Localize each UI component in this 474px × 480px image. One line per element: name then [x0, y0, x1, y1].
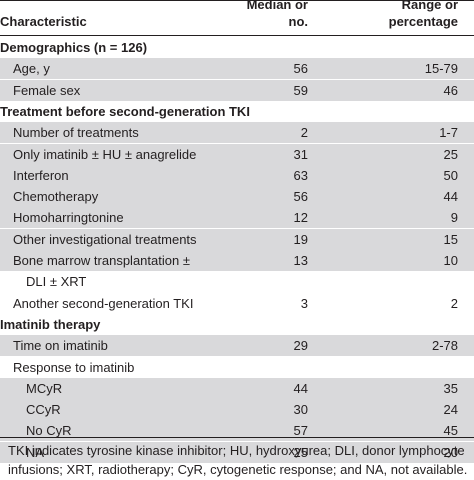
table-row: Age, y 56 15-79: [0, 58, 474, 80]
table-row: Other investigational treatments 19 15: [0, 228, 474, 250]
footnote-line-2: infusions; XRT, radiotherapy; CyR, cytog…: [8, 462, 468, 477]
median-value: 30: [293, 402, 308, 418]
range-value: 10: [443, 253, 458, 268]
header-median-line1: Median or: [246, 0, 308, 12]
table-row: Bone marrow transplantation ± 13 10: [0, 250, 474, 271]
row-label: DLI ± XRT: [26, 274, 87, 290]
range-value: 24: [443, 402, 458, 418]
row-label: CCyR: [26, 402, 61, 418]
header-median-line2: no.: [288, 14, 309, 29]
row-label: Treatment before second-generation TKI: [0, 103, 250, 119]
median-value: 19: [293, 231, 308, 247]
row-label: Time on imatinib: [13, 338, 108, 354]
median-value: 29: [293, 338, 308, 354]
row-label: Homoharringtonine: [13, 210, 124, 226]
range-value: 2-78: [431, 338, 458, 354]
table-row: Homoharringtonine 12 9: [0, 207, 474, 229]
row-label: Female sex: [13, 82, 81, 98]
header-range-line1: Range or: [401, 0, 458, 12]
range-value: 46: [443, 82, 458, 98]
median-value: 12: [293, 210, 308, 226]
row-label: Another second-generation TKI: [13, 295, 194, 311]
row-label: Age, y: [13, 61, 50, 77]
range-value: 15-79: [424, 61, 458, 77]
median-value: 44: [293, 380, 308, 396]
table-row: Time on imatinib 29 2-78: [0, 335, 474, 357]
range-value: 1-7: [439, 125, 458, 141]
table-row: Chemotherapy 56 44: [0, 186, 474, 208]
range-value: 50: [443, 167, 458, 183]
row-label: NA: [26, 444, 45, 460]
table-row: NA 25 20: [0, 441, 474, 463]
table-row: Female sex 59 46: [0, 79, 474, 101]
row-label: Other investigational treatments: [13, 231, 197, 247]
table-row: Interferon 63 50: [0, 164, 474, 186]
header-characteristic: Characteristic: [0, 14, 87, 29]
table-section-heading: Treatment before second-generation TKI: [0, 101, 474, 122]
median-value: 56: [293, 61, 308, 77]
table-row: No CyR 57 45: [0, 420, 474, 442]
table-row: Response to imatinib: [0, 357, 474, 378]
table-section-heading: Imatinib therapy: [0, 314, 474, 335]
table-row: Another second-generation TKI 3 2: [0, 293, 474, 314]
range-value: 20: [443, 444, 458, 460]
header-bottom-rule: [0, 35, 474, 36]
range-value: 45: [443, 423, 458, 439]
row-label: Number of treatments: [13, 125, 139, 141]
range-value: 35: [443, 380, 458, 396]
footnote-line-1: TKI indicates tyrosine kinase inhibitor;…: [8, 443, 465, 458]
row-label: Imatinib therapy: [0, 316, 101, 332]
range-value: 44: [443, 189, 458, 205]
median-value: 59: [293, 82, 308, 98]
row-label: Bone marrow transplantation ±: [13, 253, 190, 268]
row-label: Response to imatinib: [13, 359, 135, 375]
median-value: 57: [293, 423, 308, 439]
row-label: No CyR: [26, 423, 72, 439]
header-range-line2: percentage: [388, 14, 458, 29]
table-row: Only imatinib ± HU ± anagrelide 31 25: [0, 143, 474, 165]
range-value: 15: [443, 231, 458, 247]
range-value: 2: [450, 295, 458, 311]
table-row: MCyR 44 35: [0, 377, 474, 399]
table-row: DLI ± XRT: [0, 271, 474, 292]
table-top-rule: [0, 0, 474, 1]
row-label: Only imatinib ± HU ± anagrelide: [13, 146, 197, 162]
median-value: 13: [293, 253, 308, 268]
range-value: 9: [450, 210, 458, 226]
row-label: Demographics (n = 126): [0, 40, 148, 55]
table-section-heading: Demographics (n = 126): [0, 37, 474, 58]
table-row: CCyR 30 24: [0, 399, 474, 421]
row-label: MCyR: [26, 380, 63, 396]
median-value: 31: [293, 146, 308, 162]
row-label: Chemotherapy: [13, 189, 99, 205]
median-value: 56: [293, 189, 308, 205]
median-value: 3: [300, 295, 308, 311]
row-label: Interferon: [13, 167, 69, 183]
median-value: 63: [293, 167, 308, 183]
table-row: Number of treatments 2 1-7: [0, 122, 474, 144]
table-bottom-rule: [0, 437, 474, 438]
range-value: 25: [443, 146, 458, 162]
median-value: 25: [293, 444, 308, 460]
median-value: 2: [300, 125, 308, 141]
